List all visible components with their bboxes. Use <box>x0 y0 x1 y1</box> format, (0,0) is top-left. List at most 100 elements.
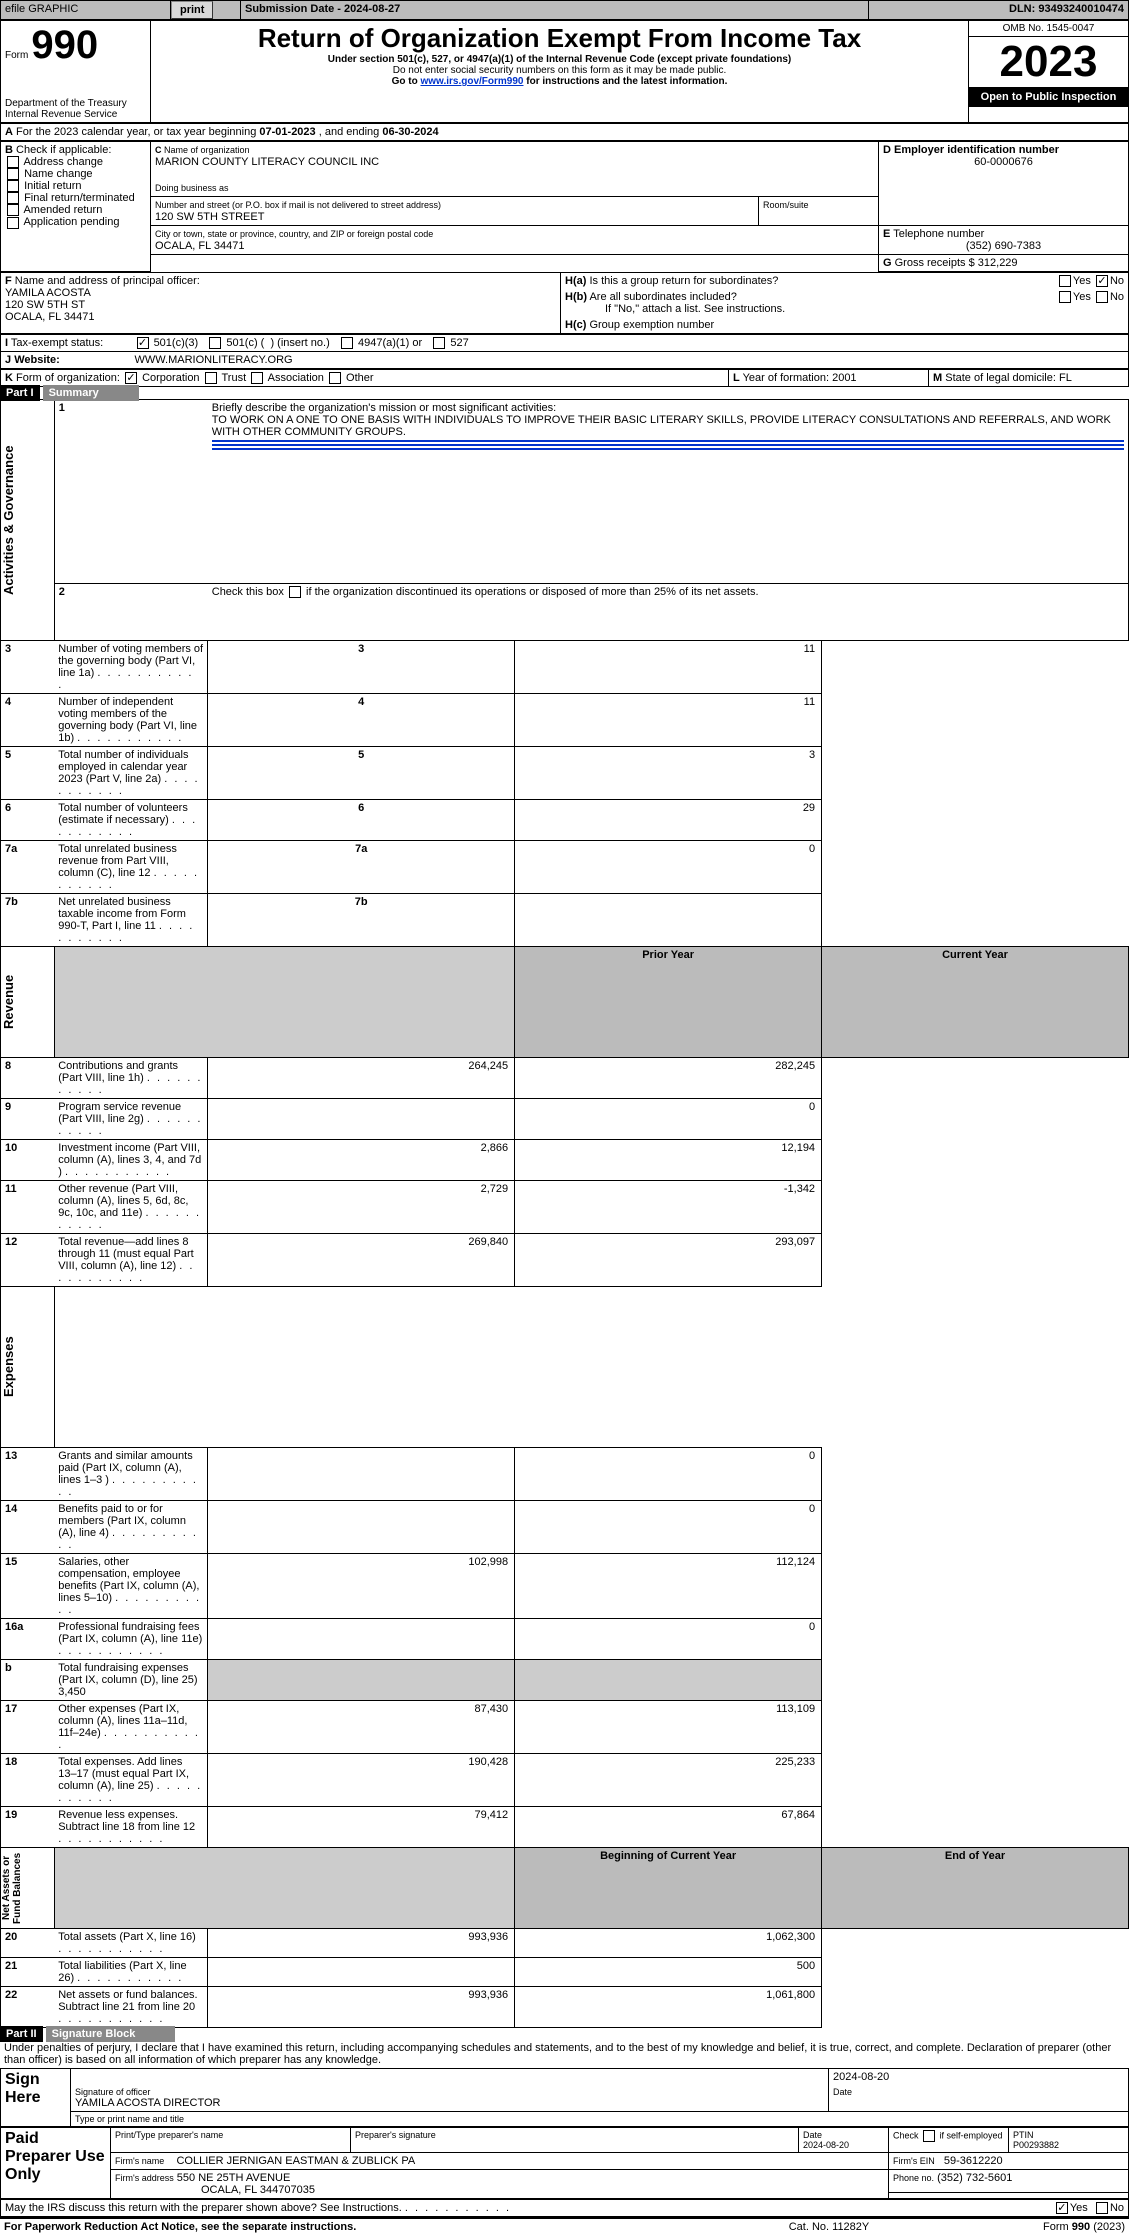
table-row: 5Total number of individuals employed in… <box>1 747 1129 800</box>
chk-corp[interactable] <box>125 372 137 384</box>
row-prior: 190,428 <box>208 1754 515 1807</box>
officer-sig-name: YAMILA ACOSTA DIRECTOR <box>75 2097 220 2109</box>
city-value: OCALA, FL 34471 <box>155 240 244 252</box>
row-num: 12 <box>1 1234 55 1287</box>
goto-link[interactable]: www.irs.gov/Form990 <box>420 76 523 87</box>
row-text: Total unrelated business revenue from Pa… <box>54 841 208 894</box>
row-prior <box>208 1660 515 1701</box>
sig-date-lbl: Date <box>829 2085 1129 2112</box>
print-button[interactable]: print <box>171 1 213 19</box>
form-subtitle: Under section 501(c), 527, or 4947(a)(1)… <box>155 54 964 65</box>
chk-address[interactable] <box>7 156 19 168</box>
omb-label: OMB No. 1545-0047 <box>969 21 1128 37</box>
firm-phone: (352) 732-5601 <box>937 2172 1012 2184</box>
opt-initial: Initial return <box>24 180 81 192</box>
street-label: Number and street (or P.O. box if mail i… <box>155 200 441 210</box>
chk-assoc[interactable] <box>251 372 263 384</box>
d-label: Employer identification number <box>894 144 1059 156</box>
chk-initial[interactable] <box>7 180 19 192</box>
row-ref: 4 <box>208 694 515 747</box>
line-a-begin: 07-01-2023 <box>259 126 315 138</box>
side-exp: Expenses <box>1 1287 16 1447</box>
goto-prefix: Go to <box>392 76 421 87</box>
chk-trust[interactable] <box>205 372 217 384</box>
row-text: Grants and similar amounts paid (Part IX… <box>54 1448 208 1501</box>
row-val: 3 <box>515 747 822 800</box>
row-text: Total fundraising expenses (Part IX, col… <box>54 1660 208 1701</box>
chk-final[interactable] <box>7 192 19 204</box>
prep-name-lbl: Print/Type preparer's name <box>111 2128 351 2153</box>
chk-527[interactable] <box>433 337 445 349</box>
ha-yes: Yes <box>1073 275 1091 287</box>
chk-name[interactable] <box>7 168 19 180</box>
row-num: b <box>1 1660 55 1701</box>
submission-date: Submission Date - 2024-08-27 <box>241 1 869 20</box>
row-val: 29 <box>515 800 822 841</box>
chk-q2[interactable] <box>289 586 301 598</box>
row-text: Investment income (Part VIII, column (A)… <box>54 1140 208 1181</box>
hb-label: Are all subordinates included? <box>589 291 736 303</box>
open-inspection: Open to Public Inspection <box>969 87 1128 107</box>
row-curr: 225,233 <box>515 1754 822 1807</box>
row-text: Total liabilities (Part X, line 26) <box>54 1958 208 1987</box>
row-num: 7a <box>1 841 55 894</box>
g-label: Gross receipts $ <box>895 257 975 269</box>
row-curr: 12,194 <box>515 1140 822 1181</box>
row-text: Benefits paid to or for members (Part IX… <box>54 1501 208 1554</box>
opt-501c-a: 501(c) ( <box>226 337 264 349</box>
row-curr: 293,097 <box>515 1234 822 1287</box>
website-value: WWW.MARIONLITERACY.ORG <box>135 354 293 366</box>
footer-form: Form 990 (2023) <box>1043 2221 1125 2233</box>
fh-block: F Name and address of principal officer:… <box>0 272 1129 334</box>
chk-discuss-no[interactable] <box>1096 2202 1108 2214</box>
col-end: End of Year <box>822 1848 1129 1929</box>
row-curr: -1,342 <box>515 1181 822 1234</box>
chk-other[interactable] <box>329 372 341 384</box>
row-text: Total expenses. Add lines 13–17 (must eq… <box>54 1754 208 1807</box>
l-label: Year of formation: <box>743 372 829 384</box>
row-text: Other revenue (Part VIII, column (A), li… <box>54 1181 208 1234</box>
chk-self-emp[interactable] <box>923 2130 935 2142</box>
chk-amended[interactable] <box>7 204 19 216</box>
line-a-end: 06-30-2024 <box>382 126 438 138</box>
chk-pending[interactable] <box>7 217 19 229</box>
chk-501c3[interactable] <box>137 337 149 349</box>
firm-name-lbl: Firm's name <box>115 2156 164 2166</box>
row-num: 18 <box>1 1754 55 1807</box>
declaration: Under penalties of perjury, I declare th… <box>0 2040 1129 2068</box>
chk-4947[interactable] <box>341 337 353 349</box>
chk-501c[interactable] <box>209 337 221 349</box>
row-curr: 112,124 <box>515 1554 822 1619</box>
opt-501c3: 501(c)(3) <box>154 337 199 349</box>
row-num: 20 <box>1 1929 55 1958</box>
form-word: Form <box>5 50 28 61</box>
paid-preparer-block: Paid Preparer Use Only Print/Type prepar… <box>0 2127 1129 2199</box>
row-curr: 1,062,300 <box>515 1929 822 1958</box>
row-text: Total assets (Part X, line 16) <box>54 1929 208 1958</box>
room-label: Room/suite <box>763 200 809 210</box>
table-row: bTotal fundraising expenses (Part IX, co… <box>1 1660 1129 1701</box>
chk-ha-no[interactable] <box>1096 275 1108 287</box>
chk-discuss-yes[interactable] <box>1056 2202 1068 2214</box>
col-beg: Beginning of Current Year <box>515 1848 822 1929</box>
row-prior: 993,936 <box>208 1929 515 1958</box>
box-b-label: Check if applicable: <box>16 144 111 156</box>
l-value: 2001 <box>832 372 856 384</box>
signature-block: Sign Here 2024-08-20 Signature of office… <box>0 2068 1129 2127</box>
row-ref: 3 <box>208 641 515 694</box>
form-number: 990 <box>31 23 98 67</box>
chk-hb-yes[interactable] <box>1059 291 1071 303</box>
row-num: 9 <box>1 1099 55 1140</box>
chk-ha-yes[interactable] <box>1059 275 1071 287</box>
form-title: Return of Organization Exempt From Incom… <box>155 23 964 54</box>
row-text: Net unrelated business taxable income fr… <box>54 894 208 947</box>
f-label: Name and address of principal officer: <box>15 275 200 287</box>
sign-here: Sign Here <box>1 2069 71 2127</box>
officer-city: OCALA, FL 34471 <box>5 311 94 323</box>
ha-no: No <box>1110 275 1124 287</box>
chk-hb-no[interactable] <box>1096 291 1108 303</box>
row-text: Other expenses (Part IX, column (A), lin… <box>54 1701 208 1754</box>
opt-pending: Application pending <box>23 216 119 228</box>
row-prior <box>208 1501 515 1554</box>
sig-officer-lbl: Signature of officer <box>75 2087 150 2097</box>
